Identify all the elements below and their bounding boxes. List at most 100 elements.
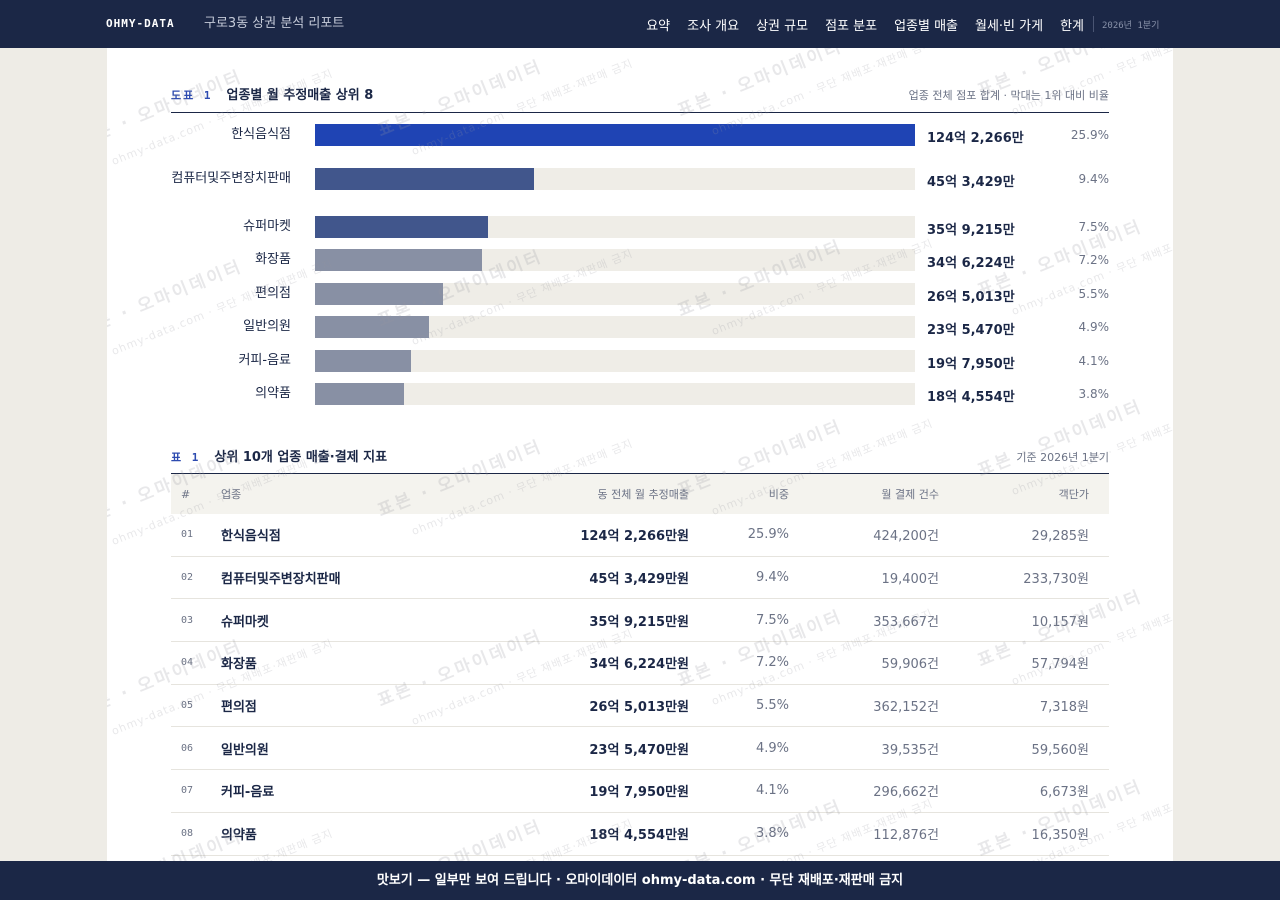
bar-share-label: 9.4% — [1078, 171, 1110, 186]
bar-track — [315, 383, 915, 405]
bar — [315, 316, 429, 338]
bar-row: 슈퍼마켓 35억 9,215만 7.5% — [171, 216, 1109, 238]
bar-track — [315, 283, 915, 305]
row-no: 02 — [181, 572, 194, 584]
row-sales: 35억 9,215만원 — [589, 614, 689, 630]
row-no: 03 — [181, 614, 194, 626]
table-row: 02 컴퓨터및주변장치판매 45억 3,429만원 9.4% 19,400건 233,73… — [171, 557, 1109, 600]
nav-link-limitations[interactable]: 한계 — [1060, 18, 1084, 34]
row-avg-price: 7,318원 — [1039, 700, 1089, 716]
report-title: 구로3동 상권 분석 리포트 — [204, 16, 345, 31]
row-count: 362,152건 — [873, 700, 939, 716]
brand-logo[interactable]: OHMY-DATA — [106, 17, 175, 30]
header-count: 월 결제 건수 — [881, 488, 939, 501]
table-row: 03 슈퍼마켓 35억 9,215만원 7.5% 353,667건 10,157원 — [171, 599, 1109, 643]
bar-category-label: 일반의원 — [243, 319, 291, 334]
bar-share-label: 25.9% — [1070, 127, 1109, 142]
header-share: 비중 — [768, 488, 789, 501]
row-avg-price: 6,673원 — [1039, 785, 1089, 801]
row-share: 3.8% — [755, 826, 789, 842]
row-industry: 편의점 — [221, 700, 257, 716]
row-avg-price: 57,794원 — [1031, 657, 1089, 673]
row-no: 08 — [181, 828, 194, 840]
bar-value-label: 35억 9,215만 — [927, 223, 1015, 238]
table-header-row: # 업종 동 전체 월 추정매출 비중 월 결제 건수 객단가 — [171, 474, 1109, 514]
row-industry: 컴퓨터및주변장치판매 — [221, 572, 341, 588]
bar-category-label: 편의점 — [255, 286, 291, 301]
bar-category-label: 의약품 — [255, 386, 291, 401]
nav-link-sales-by-industry[interactable]: 업종별 매출 — [894, 18, 958, 34]
bar-category-label: 커피-음료 — [238, 353, 291, 368]
row-no: 04 — [181, 657, 194, 669]
bar — [315, 249, 483, 271]
row-share: 4.9% — [755, 740, 789, 756]
row-share: 5.5% — [755, 698, 789, 714]
row-count: 112,876건 — [873, 828, 939, 844]
bar-share-label: 4.9% — [1078, 319, 1110, 334]
table-section-title: 상위 10개 업종 매출·결제 지표 — [214, 450, 388, 465]
row-industry: 의약품 — [221, 828, 257, 844]
row-share: 25.9% — [747, 527, 789, 543]
chart-section-label: 도표 1 — [171, 89, 213, 102]
chart-section-rule — [171, 112, 1109, 113]
period-label: 2026년 1분기 — [1102, 20, 1160, 31]
bar — [315, 168, 534, 190]
bar-track — [315, 350, 915, 372]
preview-banner: 맛보기 — 일부만 보여 드립니다 · 오마이데이터 ohmy-data.com… — [0, 861, 1280, 900]
nav-divider — [1093, 16, 1094, 32]
table-section-note: 기준 2026년 1분기 — [1016, 451, 1109, 464]
bar-value-label: 18억 4,554만 — [927, 390, 1015, 405]
sales-bar-chart: 한식음식점 124억 2,266만 25.9% 컴퓨터및주변장치판매 45억 3,429… — [171, 124, 1109, 414]
header-industry: 업종 — [221, 488, 242, 501]
bar-row: 커피-음료 19억 7,950만 4.1% — [171, 350, 1109, 372]
bar-row: 한식음식점 124억 2,266만 25.9% — [171, 124, 1109, 146]
table-section-rule — [171, 473, 1109, 474]
bar-value-label: 26억 5,013만 — [927, 290, 1015, 305]
row-sales: 34억 6,224만원 — [589, 657, 689, 673]
nav-link-summary[interactable]: 요약 — [646, 18, 671, 34]
bar — [315, 350, 411, 372]
bar-value-label: 45억 3,429만 — [927, 175, 1015, 190]
nav-link-rent-vacancy[interactable]: 월세·빈 가게 — [975, 18, 1044, 34]
bar-share-label: 5.5% — [1078, 286, 1110, 301]
bar-row: 일반의원 23억 5,470만 4.9% — [171, 316, 1109, 338]
row-count: 353,667건 — [873, 614, 939, 630]
bar-track — [315, 216, 915, 238]
row-avg-price: 16,350원 — [1031, 828, 1089, 844]
table-section-header: 표 1 상위 10개 업종 매출·결제 지표 기준 2026년 1분기 — [171, 446, 1109, 465]
bar-share-label: 4.1% — [1078, 353, 1110, 368]
row-avg-price: 10,157원 — [1031, 614, 1089, 630]
row-share: 9.4% — [755, 570, 789, 586]
nav-link-store-distribution[interactable]: 점포 분포 — [825, 18, 878, 34]
table-row: 08 의약품 18억 4,554만원 3.8% 112,876건 16,350원 — [171, 813, 1109, 856]
table-body: 01 한식음식점 124억 2,266만원 25.9% 424,200건 29,285원 0… — [171, 514, 1109, 856]
table-section-label: 표 1 — [171, 451, 201, 464]
header-avg-price: 객단가 — [1058, 488, 1089, 501]
bar-row: 편의점 26억 5,013만 5.5% — [171, 283, 1109, 305]
bar-row: 의약품 18억 4,554만 3.8% — [171, 383, 1109, 405]
bar-share-label: 7.5% — [1078, 219, 1110, 234]
header-no: # — [181, 487, 191, 501]
row-no: 01 — [181, 529, 194, 541]
row-count: 39,535건 — [881, 742, 939, 758]
row-industry: 일반의원 — [221, 742, 269, 758]
table-row: 05 편의점 26억 5,013만원 5.5% 362,152건 7,318원 — [171, 685, 1109, 728]
period-wrap: 2026년 1분기 — [1093, 0, 1182, 48]
row-industry: 한식음식점 — [221, 529, 281, 545]
row-industry: 슈퍼마켓 — [221, 614, 269, 630]
row-industry: 커피-음료 — [221, 785, 275, 801]
bar-track — [315, 124, 915, 146]
chart-section-note: 업종 전체 점포 합계 · 막대는 1위 대비 비율 — [908, 89, 1109, 102]
nav-link-overview[interactable]: 조사 개요 — [687, 18, 740, 34]
row-share: 7.2% — [755, 655, 789, 671]
row-sales: 19억 7,950만원 — [589, 785, 689, 801]
industry-table: # 업종 동 전체 월 추정매출 비중 월 결제 건수 객단가 01 한식음식점 1… — [171, 474, 1109, 856]
bar — [315, 283, 443, 305]
bar-share-label: 7.2% — [1078, 252, 1110, 267]
chart-section-header: 도표 1 업종별 월 추정매출 상위 8 업종 전체 점포 합계 · 막대는 1… — [171, 84, 1109, 103]
row-no: 06 — [181, 742, 194, 754]
row-no: 07 — [181, 785, 194, 797]
bar — [315, 216, 489, 238]
nav-link-market-size[interactable]: 상권 규모 — [756, 18, 809, 34]
row-count: 19,400건 — [881, 572, 939, 588]
